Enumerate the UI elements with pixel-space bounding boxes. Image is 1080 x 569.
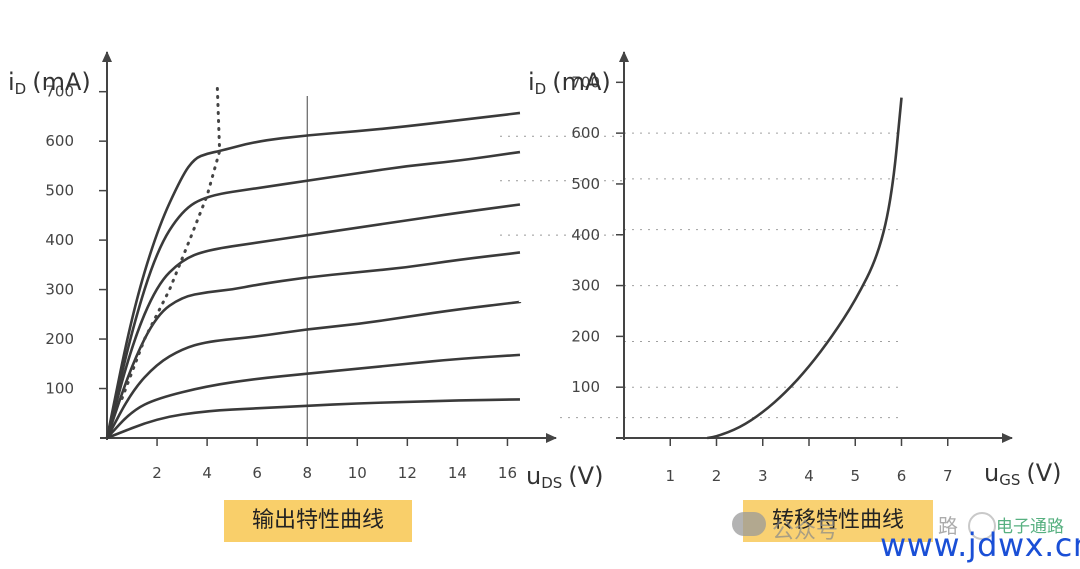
saturation-boundary-dotted-line [120, 80, 222, 400]
output-characteristics-chart: 100 200 300 400 500 600 700 2 4 6 8 10 12 14 16 iD (mA… [8, 51, 624, 492]
left-xtick-label: 14 [448, 464, 467, 482]
right-xtick-label: 3 [758, 467, 768, 485]
right-guide-lines [560, 132, 900, 419]
right-xtick-label: 6 [897, 467, 907, 485]
circuit-logo-icon [968, 512, 996, 540]
left-xtick-label: 10 [348, 464, 367, 482]
transfer-curve [707, 97, 903, 440]
right-ytick-label: 600 [571, 124, 600, 142]
left-ytick-label: 100 [45, 380, 74, 398]
output-curve-3 [105, 300, 521, 439]
right-ytick-label: 100 [571, 378, 600, 396]
transfer-characteristic-chart: 100 200 300 400 500 600 700 1 2 3 4 5 6 7 iD (mA) uGS… [528, 51, 1062, 489]
left-ytick-label: 600 [45, 132, 74, 150]
transfer-characteristic-label: 转移特性曲线 [743, 500, 933, 542]
left-xtick-label: 4 [202, 464, 212, 482]
output-curve-2 [106, 353, 521, 439]
right-xtick-label: 2 [712, 467, 722, 485]
right-xtick-label: 5 [850, 467, 860, 485]
left-ytick-label: 200 [45, 330, 74, 348]
left-xtick-label: 8 [302, 464, 312, 482]
output-curve-5 [105, 203, 521, 439]
watermark-text-left: 公众号 [772, 519, 839, 544]
left-ytick-label: 300 [45, 281, 74, 299]
watermark-text-mid: 路 [938, 514, 958, 538]
right-ylabel: iD (mA) [528, 68, 611, 98]
left-ytick-label: 500 [45, 182, 74, 200]
output-characteristics-label: 输出特性曲线 [224, 500, 412, 542]
watermark-logo: 电子通路 [996, 517, 1064, 537]
watermark-site: www.jdwx.cn [880, 526, 1080, 564]
output-curve-4 [105, 251, 521, 439]
right-ytick-label: 500 [571, 175, 600, 193]
right-ytick-label: 400 [571, 226, 600, 244]
left-xtick-label: 16 [498, 464, 517, 482]
output-curve-7 [105, 111, 521, 439]
output-curve-1 [106, 398, 521, 440]
right-xtick-label: 7 [943, 467, 953, 485]
right-ytick-label: 700 [571, 73, 600, 91]
wechat-icon [732, 512, 766, 536]
left-xtick-label: 2 [152, 464, 162, 482]
left-xlabel: uDS (V) [526, 462, 603, 492]
left-xtick-label: 12 [398, 464, 417, 482]
right-xtick-label: 1 [665, 467, 675, 485]
right-xtick-label: 4 [804, 467, 814, 485]
left-ytick-label: 400 [45, 231, 74, 249]
right-ytick-label: 200 [571, 327, 600, 345]
left-ytick-label: 700 [45, 83, 74, 101]
right-xlabel: uGS (V) [984, 459, 1062, 489]
left-xtick-label: 6 [252, 464, 262, 482]
output-curve-6 [105, 150, 521, 439]
right-ytick-label: 300 [571, 277, 600, 295]
left-ylabel: iD (mA) [8, 68, 91, 98]
